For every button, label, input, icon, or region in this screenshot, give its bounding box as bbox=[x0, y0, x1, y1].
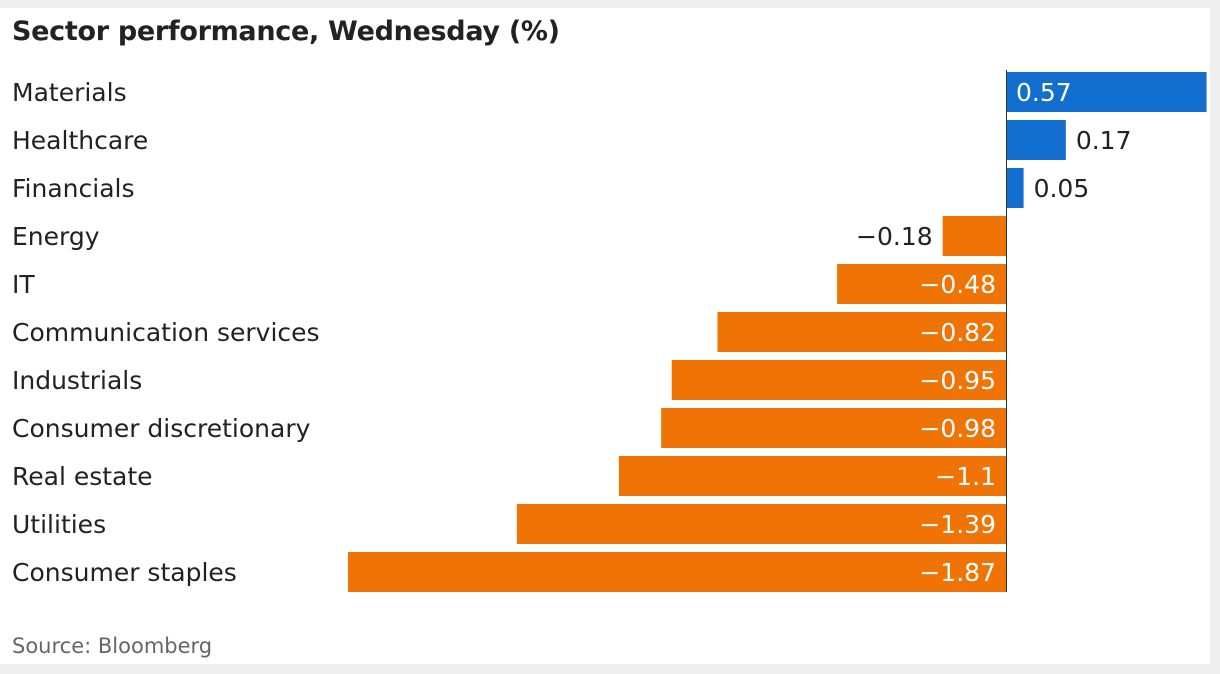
category-label-9: Utilities bbox=[12, 510, 106, 539]
value-label-0: 0.57 bbox=[1016, 78, 1072, 107]
bar-5 bbox=[717, 312, 1006, 352]
bar-10 bbox=[348, 552, 1006, 592]
bar-9 bbox=[516, 504, 1006, 544]
value-label-1: 0.17 bbox=[1076, 126, 1132, 155]
bar-1 bbox=[1006, 120, 1066, 160]
chart-title: Sector performance, Wednesday (%) bbox=[12, 16, 560, 47]
category-label-2: Financials bbox=[12, 174, 135, 203]
value-label-10: −1.87 bbox=[919, 558, 996, 587]
bar-7 bbox=[661, 408, 1006, 448]
chart-source: Source: Bloomberg bbox=[12, 634, 213, 658]
value-label-8: −1.1 bbox=[935, 462, 996, 491]
category-label-4: IT bbox=[12, 270, 35, 299]
value-label-6: −0.95 bbox=[919, 366, 996, 395]
category-label-1: Healthcare bbox=[12, 126, 148, 155]
bar-8 bbox=[618, 456, 1006, 496]
bar-0 bbox=[1006, 72, 1207, 112]
bar-chart: Materials 0.57 Healthcare 0.17 Financials 0.0… bbox=[12, 70, 1207, 592]
category-label-7: Consumer discretionary bbox=[12, 414, 311, 443]
category-label-0: Materials bbox=[12, 78, 127, 107]
category-label-8: Real estate bbox=[12, 462, 153, 491]
value-label-9: −1.39 bbox=[919, 510, 996, 539]
bar-4 bbox=[837, 264, 1006, 304]
bar-6 bbox=[671, 360, 1006, 400]
chart-card: Sector performance, Wednesday (%) Materi… bbox=[0, 8, 1210, 664]
bar-3 bbox=[942, 216, 1006, 256]
category-label-3: Energy bbox=[12, 222, 100, 251]
category-label-5: Communication services bbox=[12, 318, 320, 347]
value-label-4: −0.48 bbox=[919, 270, 996, 299]
value-label-2: 0.05 bbox=[1034, 174, 1090, 203]
category-label-10: Consumer staples bbox=[12, 558, 237, 587]
category-label-6: Industrials bbox=[12, 366, 142, 395]
bar-2 bbox=[1006, 168, 1024, 208]
value-label-5: −0.82 bbox=[919, 318, 996, 347]
value-label-3: −0.18 bbox=[856, 222, 933, 251]
value-label-7: −0.98 bbox=[919, 414, 996, 443]
